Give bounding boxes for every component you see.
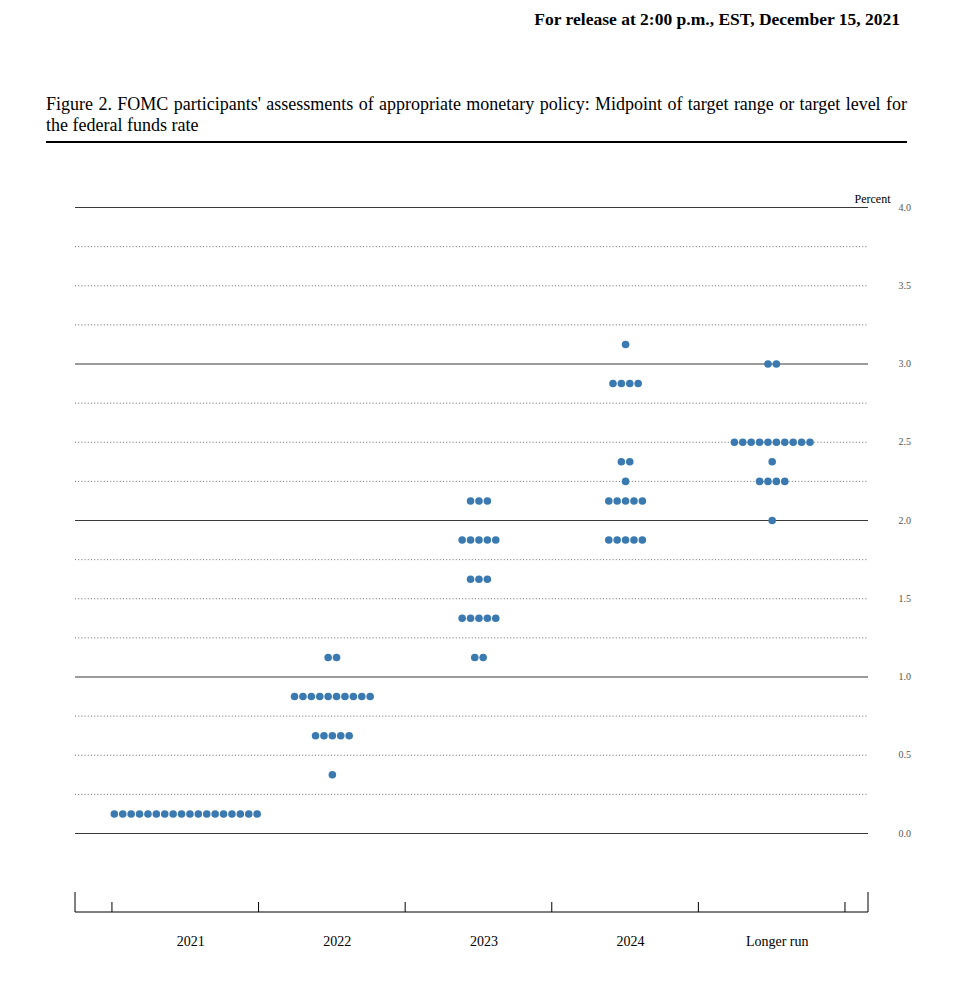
svg-text:4.0: 4.0 xyxy=(899,202,912,213)
svg-text:Percent: Percent xyxy=(855,192,892,206)
svg-text:2.0: 2.0 xyxy=(899,515,912,526)
svg-text:1.0: 1.0 xyxy=(899,671,912,682)
html-text:For release at 2:00 p.m., EST,: For release at 2:00 p.m., EST, December … xyxy=(534,9,900,29)
svg-text:0.5: 0.5 xyxy=(899,749,912,760)
svg-text:3.0: 3.0 xyxy=(899,358,912,369)
svg-text:2.5: 2.5 xyxy=(899,436,912,447)
svg-text:0.0: 0.0 xyxy=(899,828,912,839)
svg-text:1.5: 1.5 xyxy=(899,593,912,604)
svg-text:3.5: 3.5 xyxy=(899,280,912,291)
svg-text:2021: 2021 xyxy=(177,934,205,949)
svg-text:2022: 2022 xyxy=(323,934,351,949)
svg-text:2023: 2023 xyxy=(470,934,498,949)
svg-text:2024: 2024 xyxy=(617,934,645,949)
html-text:Figure 2. FOMC participants' a: Figure 2. FOMC participants' assessments… xyxy=(46,94,907,135)
svg-text:Longer run: Longer run xyxy=(746,934,809,949)
